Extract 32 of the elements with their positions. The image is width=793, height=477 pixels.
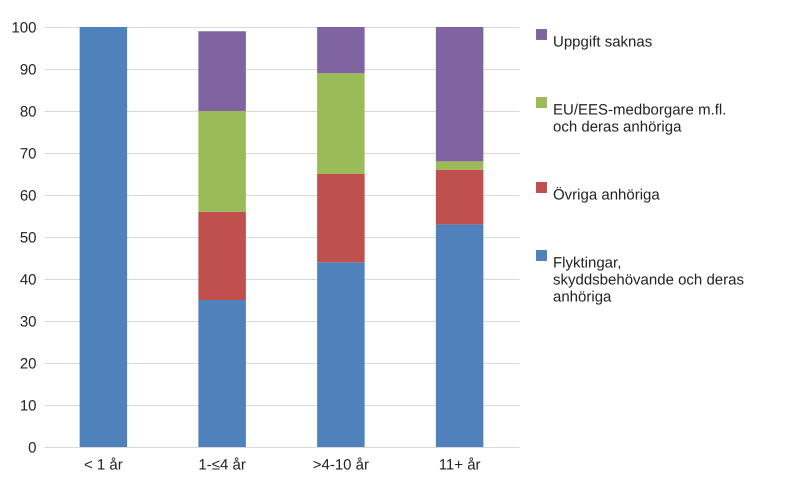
legend-label: Uppgift saknas bbox=[553, 34, 652, 50]
x-tick-label: < 1 år bbox=[84, 456, 123, 474]
y-tick-label: 100 bbox=[11, 20, 36, 36]
bar bbox=[436, 224, 484, 447]
bar bbox=[436, 170, 484, 224]
y-tick-label: 20 bbox=[20, 356, 36, 372]
legend-label: Flyktingar, skyddsbehövande och deras anhöriga bbox=[553, 254, 744, 306]
x-tick-label: >4-10 år bbox=[312, 456, 370, 474]
y-tick-label: 90 bbox=[20, 62, 36, 78]
x-tick-label: 11+ år bbox=[438, 456, 481, 474]
y-tick-label: 30 bbox=[20, 314, 36, 330]
bar bbox=[198, 31, 246, 111]
bar bbox=[317, 27, 365, 74]
y-tick-label: 0 bbox=[28, 440, 36, 456]
y-tick-label: 50 bbox=[20, 230, 36, 246]
bar bbox=[198, 212, 246, 300]
bar bbox=[317, 174, 365, 262]
x-tick-label: 1-≤4 år bbox=[198, 456, 246, 474]
bar bbox=[80, 27, 128, 447]
y-tick-label: 40 bbox=[20, 272, 36, 288]
y-tick-label: 70 bbox=[20, 146, 36, 162]
y-tick-label: 10 bbox=[20, 398, 36, 414]
bar bbox=[317, 262, 365, 447]
bar bbox=[436, 27, 484, 162]
y-tick-label: 80 bbox=[20, 104, 36, 120]
bar bbox=[198, 111, 246, 212]
y-tick-label: 60 bbox=[20, 188, 36, 204]
bar bbox=[317, 73, 365, 174]
bar bbox=[198, 300, 246, 447]
legend-label: Övriga anhöriga bbox=[553, 186, 660, 204]
legend-label: EU/EES-medborgare m.fl. och deras anhöriga bbox=[553, 102, 726, 136]
bar bbox=[436, 161, 484, 170]
